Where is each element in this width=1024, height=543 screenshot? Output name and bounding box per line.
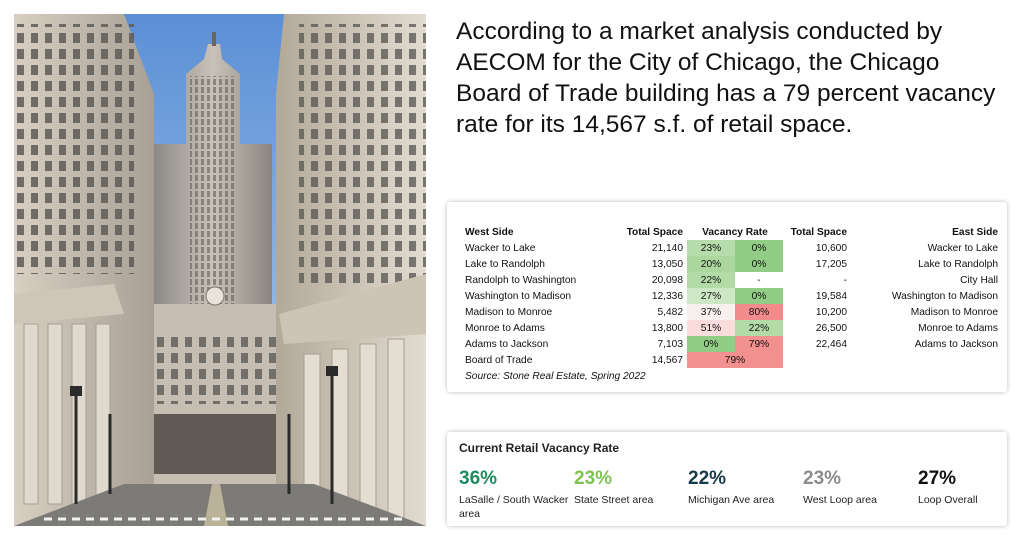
west-space: 5,482 <box>657 306 684 318</box>
east-block: City Hall <box>960 274 998 286</box>
kpi-west-loop: 23% West Loop area <box>803 468 913 507</box>
east-space: - <box>843 274 847 286</box>
west-space: 20,098 <box>651 274 683 286</box>
kpi-state-street: 23% State Street area <box>574 468 684 507</box>
header-vacancy-rate: Vacancy Rate <box>702 226 768 238</box>
source-row: Source: Stone Real Estate, Spring 2022 <box>461 368 1002 384</box>
kpi-label: LaSalle / South Wacker area <box>459 494 569 520</box>
east-rate: 0% <box>735 240 783 256</box>
table-row: Randolph to Washington 20,098 22% - - Ci… <box>461 272 1002 288</box>
header-total-space-west: Total Space <box>626 226 683 238</box>
west-block: Lake to Randolph <box>465 258 545 270</box>
east-rate: 79% <box>735 336 783 352</box>
east-rate: 0% <box>735 288 783 304</box>
kpi-label: Michigan Ave area <box>688 494 775 506</box>
west-space: 12,336 <box>651 290 683 302</box>
west-rate: 22% <box>687 272 735 288</box>
table-header-row: West Side Total Space Vacancy Rate Total… <box>461 224 1002 240</box>
east-rate: 22% <box>735 320 783 336</box>
kpi-loop-overall: 27% Loop Overall <box>918 468 1024 507</box>
east-rate: 0% <box>735 256 783 272</box>
kpi-value: 22% <box>688 468 727 489</box>
west-block: Washington to Madison <box>465 290 572 302</box>
table-row: Wacker to Lake 21,140 23% 0% 10,600 Wack… <box>461 240 1002 256</box>
header-total-space-east: Total Space <box>790 226 847 238</box>
kpi-value: 36% <box>459 468 498 489</box>
source-note: Source: Stone Real Estate, Spring 2022 <box>465 370 646 382</box>
retail-vacancy-card: Current Retail Vacancy Rate 36% LaSalle … <box>447 432 1007 526</box>
west-block: Wacker to Lake <box>465 242 536 254</box>
board-of-trade-rate: 79% <box>687 352 783 368</box>
header-east-side: East Side <box>952 226 998 238</box>
kpi-value: 23% <box>803 468 842 489</box>
west-space: 13,050 <box>651 258 683 270</box>
west-rate: 0% <box>687 336 735 352</box>
east-block: Lake to Randolph <box>918 258 998 270</box>
west-space: 13,800 <box>651 322 683 334</box>
kpi-label: Loop Overall <box>918 494 978 506</box>
table-row: Lake to Randolph 13,050 20% 0% 17,205 La… <box>461 256 1002 272</box>
east-block: Madison to Monroe <box>910 306 998 318</box>
table-row: Washington to Madison 12,336 27% 0% 19,5… <box>461 288 1002 304</box>
west-rate: 51% <box>687 320 735 336</box>
west-rate: 23% <box>687 240 735 256</box>
east-space: 22,464 <box>815 338 847 350</box>
west-rate: 37% <box>687 304 735 320</box>
board-of-trade-label: Board of Trade <box>465 354 533 366</box>
east-block: Washington to Madison <box>891 290 998 302</box>
table-row: Madison to Monroe 5,482 37% 80% 10,200 M… <box>461 304 1002 320</box>
headline-text: According to a market analysis conducted… <box>456 18 996 138</box>
west-block: Monroe to Adams <box>465 322 545 334</box>
kpi-label: West Loop area <box>803 494 877 506</box>
east-rate: 80% <box>735 304 783 320</box>
kpi-value: 23% <box>574 468 613 489</box>
board-of-trade-row: Board of Trade 14,567 79% <box>461 352 1002 368</box>
west-space: 21,140 <box>651 242 683 254</box>
west-space: 7,103 <box>657 338 684 350</box>
kpi-lasalle: 36% LaSalle / South Wacker area <box>459 468 569 521</box>
street-photo-illustration <box>14 14 426 526</box>
east-block: Adams to Jackson <box>914 338 998 350</box>
kpi-michigan-ave: 22% Michigan Ave area <box>688 468 798 507</box>
east-block: Wacker to Lake <box>927 242 998 254</box>
board-of-trade-space: 14,567 <box>651 354 683 366</box>
east-space: 10,200 <box>815 306 847 318</box>
vacancy-table-card: West Side Total Space Vacancy Rate Total… <box>447 202 1007 392</box>
west-block: Madison to Monroe <box>465 306 553 318</box>
west-block: Randolph to Washington <box>465 274 577 286</box>
vacancy-table: West Side Total Space Vacancy Rate Total… <box>461 224 1002 384</box>
table-row: Monroe to Adams 13,800 51% 22% 26,500 Mo… <box>461 320 1002 336</box>
board-of-trade-photo <box>14 14 426 526</box>
west-block: Adams to Jackson <box>465 338 549 350</box>
east-space: 26,500 <box>815 322 847 334</box>
west-rate: 20% <box>687 256 735 272</box>
west-rate: 27% <box>687 288 735 304</box>
east-rate: - <box>735 272 783 288</box>
kpi-value: 27% <box>918 468 957 489</box>
east-space: 17,205 <box>815 258 847 270</box>
kpi-label: State Street area <box>574 494 654 506</box>
table-row: Adams to Jackson 7,103 0% 79% 22,464 Ada… <box>461 336 1002 352</box>
east-space: 10,600 <box>815 242 847 254</box>
header-west-side: West Side <box>465 226 514 238</box>
east-block: Monroe to Adams <box>918 322 998 334</box>
east-space: 19,584 <box>815 290 847 302</box>
retail-vacancy-title: Current Retail Vacancy Rate <box>459 441 620 455</box>
